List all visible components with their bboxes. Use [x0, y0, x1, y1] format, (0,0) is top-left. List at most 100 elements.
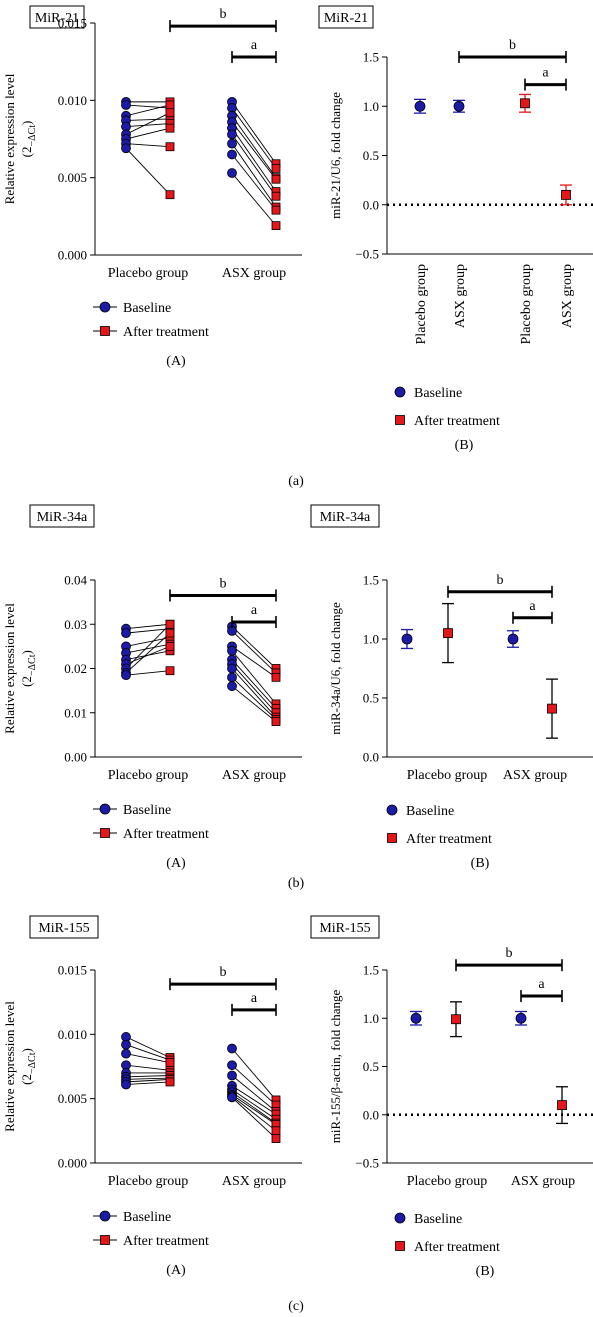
legend-label-baseline: Baseline — [123, 1210, 171, 1225]
pair-line — [231, 143, 277, 208]
pair-line — [231, 1091, 277, 1124]
baseline-mean-point — [410, 1012, 422, 1024]
after-point — [165, 628, 175, 638]
baseline-mean-point — [515, 1012, 527, 1024]
title-box — [310, 504, 380, 528]
bracket-label: b — [220, 576, 227, 591]
legend-item-baseline: Baseline — [386, 804, 454, 819]
title-text: MiR-155 — [319, 921, 370, 936]
pair-line — [125, 623, 171, 630]
panel-label: (A) — [166, 354, 186, 369]
after-point — [165, 1058, 175, 1068]
after-point — [271, 174, 281, 184]
y-tick-label: −0.5 — [355, 247, 379, 262]
legend: Baseline After treatment — [93, 301, 209, 340]
pair-line — [125, 104, 171, 117]
after-point — [271, 191, 281, 201]
y-axis-label: Relative expression level — [2, 73, 17, 204]
after-point — [271, 1134, 281, 1143]
after-point — [271, 717, 281, 726]
title-text: MiR-34a — [320, 510, 371, 525]
after-point — [165, 1077, 175, 1087]
significance-bracket: b — [169, 7, 277, 33]
panel-title: MiR-155 — [310, 915, 380, 939]
title-text: MiR-155 — [38, 921, 89, 936]
bracket-label: a — [251, 991, 258, 1006]
pair-line — [125, 112, 171, 135]
x-tick-label: Placebo group — [108, 1174, 188, 1189]
y-tick-label: 1.5 — [363, 963, 379, 978]
legend-label-after: After treatment — [414, 1240, 500, 1255]
after-point — [271, 163, 281, 173]
paired-group — [121, 619, 175, 681]
after-mean-point — [443, 628, 453, 638]
y-tick-label: 0.015 — [58, 963, 87, 978]
y-tick-label: 0.04 — [64, 573, 87, 588]
formula-sub: −ΔCt — [27, 125, 38, 147]
figure-label: (b) — [288, 876, 305, 891]
y-tick-label: 0.00 — [64, 750, 87, 765]
legend-marker-after — [100, 828, 110, 838]
baseline-point — [227, 681, 237, 692]
legend-marker-baseline — [394, 386, 406, 398]
panel-label: (B) — [455, 438, 474, 453]
legend-marker-baseline — [99, 1210, 111, 1222]
legend-label-after: After treatment — [123, 827, 209, 842]
pair-line — [231, 1048, 277, 1101]
panel-label: (B) — [476, 1264, 495, 1279]
y-tick-label: 1.0 — [363, 99, 379, 114]
panel-title: MiR-155 — [29, 915, 99, 939]
bracket-label: b — [497, 573, 504, 588]
legend-item-after: After treatment — [387, 832, 492, 847]
pair-line — [231, 1075, 277, 1112]
baseline-point — [227, 663, 237, 674]
x-tick-label: ASX group — [222, 768, 286, 783]
pair-line — [231, 1085, 277, 1115]
legend-marker-baseline — [394, 1212, 406, 1224]
legend-label-baseline: Baseline — [406, 804, 454, 819]
y-tick-label: 0.5 — [363, 1059, 379, 1074]
baseline-point — [227, 672, 237, 683]
pair-line — [125, 1044, 171, 1061]
x-tick-label: ASX group — [453, 264, 468, 328]
y-axis-label: miR-34a/U6, fold change — [328, 602, 343, 735]
legend-item-baseline: Baseline — [394, 386, 462, 401]
y-axis-label: Relative expression level — [2, 1001, 17, 1132]
legend-item-baseline: Baseline — [93, 803, 171, 818]
formula-close: ) — [19, 1048, 34, 1052]
significance-bracket: a — [231, 991, 277, 1016]
paired-group — [227, 1043, 281, 1143]
significance-bracket: a — [512, 599, 553, 624]
legend: Baseline After treatment — [93, 803, 209, 842]
title-text: MiR-21 — [324, 11, 368, 26]
legend-marker-after — [100, 326, 110, 336]
y-tick-label: 0.015 — [58, 16, 87, 31]
after-mean-point — [520, 98, 530, 109]
x-tick-label: ASX group — [503, 768, 567, 783]
baseline-point — [227, 1092, 237, 1103]
pair-line — [125, 118, 171, 121]
legend-item-after: After treatment — [395, 1240, 500, 1255]
pair-line — [231, 668, 277, 718]
panel-title: MiR-34a — [29, 504, 95, 528]
chart-panel-A: MiR-21 0.000 0.005 0.010 0.015 Relative expre… — [2, 5, 302, 369]
title-text: MiR-21 — [35, 11, 79, 26]
panel-label: (B) — [471, 856, 490, 871]
chart-panel-A: MiR-155 0.000 0.005 0.010 0.015 Relative expr… — [2, 915, 302, 1278]
pair-line — [125, 637, 171, 647]
y-axis-label: miR-21/U6, fold change — [328, 92, 343, 219]
y-axis-label: Relative expression level — [2, 603, 17, 734]
paired-group — [121, 96, 175, 200]
chart-panel-B: MiR-21 −0.5 0.0 0.5 1.0 1.5 miR-21/U6, fold ch… — [318, 5, 593, 453]
legend-item-baseline: Baseline — [394, 1212, 462, 1227]
pair-line — [231, 127, 277, 192]
title-box — [29, 915, 99, 939]
legend-item-baseline: Baseline — [93, 301, 171, 316]
baseline-point — [121, 628, 131, 638]
baseline-point — [121, 100, 131, 110]
legend: Baseline After treatment — [394, 386, 500, 429]
after-mean-point — [451, 1014, 461, 1025]
baseline-mean-point — [507, 633, 519, 645]
formula-base: (2 — [19, 147, 34, 158]
